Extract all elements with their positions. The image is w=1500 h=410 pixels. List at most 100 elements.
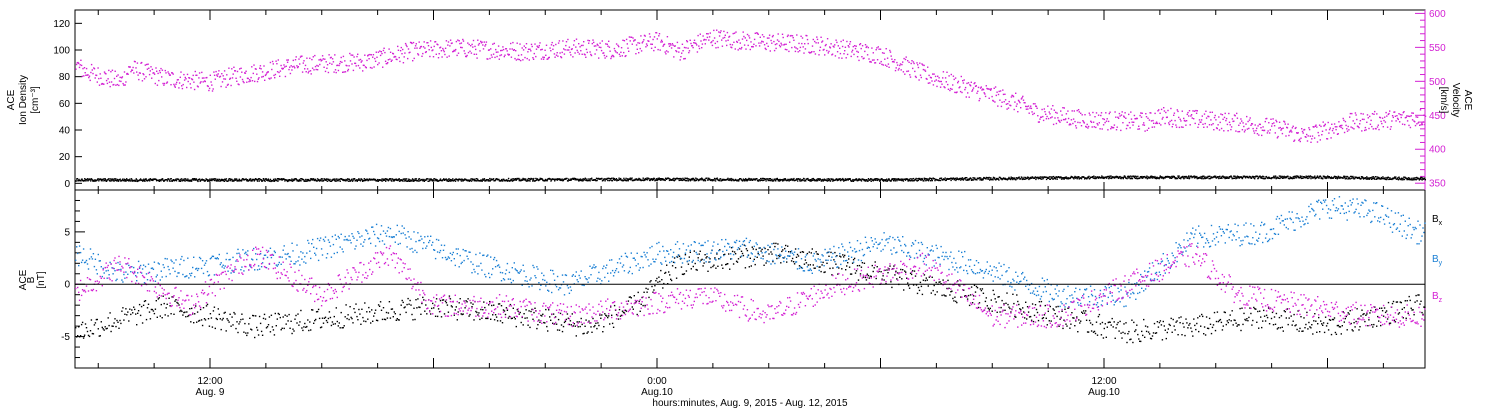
velocity-point bbox=[1416, 123, 1418, 125]
b-bx-point bbox=[135, 313, 137, 315]
velocity-point bbox=[173, 83, 175, 86]
density-point bbox=[355, 180, 357, 182]
velocity-point bbox=[610, 57, 612, 60]
b-bx-point bbox=[282, 316, 284, 318]
density-point bbox=[624, 179, 627, 182]
velocity-point bbox=[759, 36, 761, 38]
velocity-point bbox=[1288, 131, 1291, 133]
date-tick-label: Aug.10 bbox=[1088, 387, 1120, 398]
velocity-point bbox=[187, 80, 189, 83]
density-point bbox=[1108, 176, 1110, 178]
b-bx-point bbox=[317, 308, 320, 311]
velocity-point bbox=[1142, 124, 1144, 126]
velocity-point bbox=[636, 48, 638, 50]
density-point bbox=[1235, 176, 1238, 178]
velocity-point bbox=[983, 92, 985, 94]
density-point bbox=[776, 177, 778, 180]
density-point bbox=[815, 179, 817, 181]
density-point bbox=[389, 178, 392, 180]
velocity-point bbox=[1410, 115, 1412, 117]
density-point bbox=[842, 177, 844, 180]
density-point bbox=[925, 180, 927, 182]
velocity-point bbox=[732, 32, 734, 35]
velocity-point bbox=[231, 77, 234, 79]
velocity-point bbox=[997, 93, 1000, 96]
velocity-point bbox=[726, 44, 728, 47]
velocity-point bbox=[308, 70, 310, 73]
velocity-point bbox=[620, 47, 623, 49]
density-point bbox=[820, 179, 822, 181]
density-point bbox=[213, 178, 215, 180]
velocity-point bbox=[164, 69, 166, 72]
density-point bbox=[415, 178, 417, 180]
density-point bbox=[208, 180, 210, 182]
density-point bbox=[1159, 175, 1161, 177]
velocity-point bbox=[938, 77, 940, 79]
density-point bbox=[801, 179, 804, 181]
density-point bbox=[1285, 176, 1287, 178]
density-point bbox=[180, 178, 183, 180]
density-point bbox=[1294, 177, 1296, 179]
velocity-point bbox=[589, 51, 591, 53]
b-bx-point bbox=[408, 303, 410, 305]
density-point bbox=[658, 177, 660, 179]
b-bx-point bbox=[257, 334, 260, 336]
density-point bbox=[1064, 176, 1067, 178]
b-bx-point bbox=[137, 310, 140, 312]
velocity-point bbox=[414, 45, 417, 47]
velocity-point bbox=[1354, 112, 1357, 114]
b-bx-point bbox=[440, 316, 443, 318]
b-bx-point bbox=[196, 311, 199, 313]
velocity-point bbox=[352, 69, 355, 72]
velocity-point bbox=[745, 48, 747, 50]
velocity-point bbox=[844, 46, 847, 48]
density-point bbox=[687, 178, 689, 180]
b-bx-point bbox=[294, 318, 296, 320]
velocity-point bbox=[1311, 135, 1314, 137]
density-point bbox=[999, 177, 1002, 179]
velocity-point bbox=[1158, 122, 1161, 125]
density-point bbox=[1226, 176, 1228, 178]
b-bx-point bbox=[445, 302, 448, 304]
velocity-point bbox=[801, 37, 804, 39]
velocity-point bbox=[1073, 110, 1075, 112]
density-point bbox=[900, 179, 902, 181]
b-bx-point bbox=[356, 315, 358, 318]
velocity-point bbox=[108, 81, 111, 83]
density-point bbox=[480, 179, 482, 181]
density-point bbox=[1351, 177, 1353, 180]
density-point bbox=[141, 179, 143, 181]
density-point bbox=[272, 178, 275, 181]
density-point bbox=[1093, 175, 1095, 177]
velocity-point bbox=[1169, 120, 1171, 123]
velocity-point bbox=[96, 81, 98, 83]
velocity-point bbox=[1087, 125, 1090, 128]
density-point bbox=[124, 180, 126, 182]
velocity-point bbox=[515, 59, 518, 61]
density-point bbox=[390, 180, 393, 182]
density-point bbox=[189, 180, 191, 182]
velocity-point bbox=[1094, 116, 1096, 118]
density-point bbox=[749, 179, 752, 181]
velocity-point bbox=[536, 45, 538, 47]
velocity-point bbox=[1107, 120, 1110, 123]
velocity-point bbox=[1029, 107, 1031, 109]
density-point bbox=[223, 179, 225, 181]
density-point bbox=[1046, 176, 1048, 179]
b-bx-point bbox=[133, 306, 135, 308]
velocity-point bbox=[964, 86, 967, 89]
velocity-point bbox=[725, 40, 727, 42]
tick-label: 450 bbox=[1429, 111, 1446, 122]
density-point bbox=[519, 178, 521, 180]
velocity-point bbox=[608, 46, 611, 48]
velocity-point bbox=[336, 64, 339, 66]
density-point bbox=[944, 178, 946, 181]
density-point bbox=[1034, 176, 1036, 178]
density-point bbox=[1414, 177, 1416, 179]
b-bx-point bbox=[78, 336, 81, 338]
density-point bbox=[1301, 175, 1303, 178]
b-bx-point bbox=[142, 304, 145, 306]
density-point bbox=[1283, 177, 1285, 179]
velocity-point bbox=[1131, 121, 1133, 123]
density-point bbox=[1274, 175, 1277, 177]
